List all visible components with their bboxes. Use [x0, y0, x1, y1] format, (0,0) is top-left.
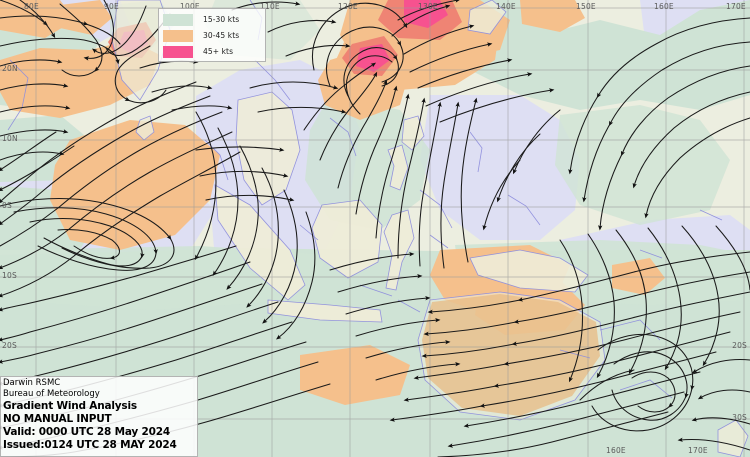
lat-label-20s: 20S	[2, 341, 17, 350]
legend-swatch-45-plus	[163, 45, 193, 58]
lon-label-bottom-160e: 160E	[606, 446, 626, 455]
legend-label-15-30: 15-30 kts	[203, 14, 240, 24]
lat-label-10n: 10N	[2, 134, 18, 143]
legend-swatch-15-30	[163, 13, 193, 26]
info-issued: Issued:0124 UTC 28 MAY 2024	[3, 439, 177, 451]
legend-swatch-30-45	[163, 29, 193, 42]
product-info-box: Darwin RSMC Bureau of Meteorology Gradie…	[0, 376, 198, 457]
info-manual-input: NO MANUAL INPUT	[3, 413, 112, 425]
legend-row-15-30: 15-30 kts	[163, 12, 261, 27]
lat-label-right-30s: 30S	[732, 413, 747, 422]
legend-label-45-plus: 45+ kts	[203, 46, 234, 56]
australia-wind-overlay	[422, 294, 600, 416]
wind-speed-legend: 15-30 kts 30-45 kts 45+ kts	[158, 8, 266, 62]
info-issuer: Darwin RSMC	[3, 378, 61, 388]
lon-label-150e: 150E	[576, 2, 596, 11]
info-valid: Valid: 0000 UTC 28 May 2024	[3, 426, 170, 438]
lat-label-10s: 10S	[2, 271, 17, 280]
lon-label-100e: 100E	[180, 2, 200, 11]
lon-label-170e: 170E	[726, 2, 746, 11]
lon-label-90e: 90E	[104, 2, 119, 11]
lon-label-bottom-170e: 170E	[688, 446, 708, 455]
lon-label-130e: 130E	[418, 2, 438, 11]
legend-label-30-45: 30-45 kts	[203, 30, 240, 40]
info-title: Gradient Wind Analysis	[3, 400, 137, 412]
lat-label-0s: 0S	[2, 201, 12, 210]
lat-label-right-20s: 20S	[732, 341, 747, 350]
lon-label-110e: 110E	[260, 2, 280, 11]
lon-label-160e: 160E	[654, 2, 674, 11]
lon-label-80e: 80E	[24, 2, 39, 11]
info-agency: Bureau of Meteorology	[3, 389, 100, 399]
legend-row-30-45: 30-45 kts	[163, 28, 261, 43]
lon-label-120e: 120E	[338, 2, 358, 11]
lon-label-140e: 140E	[496, 2, 516, 11]
lat-label-20n: 20N	[2, 64, 18, 73]
legend-row-45-plus: 45+ kts	[163, 44, 261, 59]
